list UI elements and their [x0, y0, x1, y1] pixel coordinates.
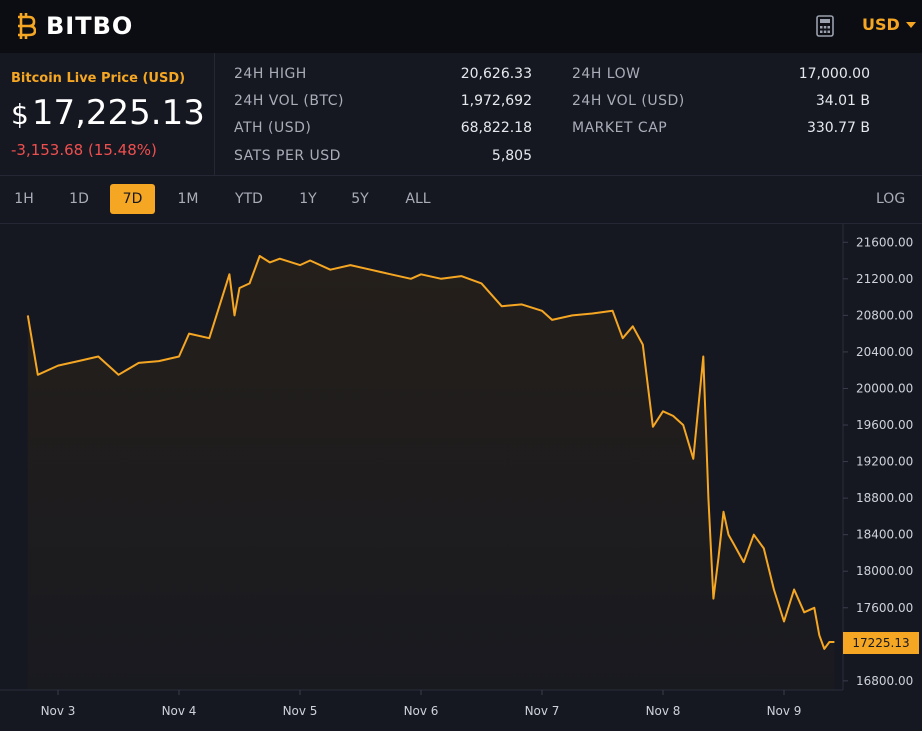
timeframe-5y[interactable]: 5Y: [351, 191, 369, 207]
y-tick-label: 20800.00: [856, 308, 913, 322]
timeframe-1m[interactable]: 1M: [177, 191, 199, 207]
price-change: -3,153.68 (15.48%): [11, 141, 157, 159]
stat-value-ath: 68,822.18: [460, 120, 532, 136]
live-price-label: Bitcoin Live Price (USD): [11, 71, 186, 86]
stat-value-24h-vol-usd: 34.01 B: [815, 93, 870, 109]
calculator-icon[interactable]: [816, 15, 834, 37]
price-area-fill: [27, 256, 835, 690]
currency-select[interactable]: USD: [862, 15, 916, 34]
y-tick-label: 18400.00: [856, 528, 913, 542]
stat-label-24h-high: 24H HIGH: [234, 66, 307, 82]
y-tick-label: 18000.00: [856, 564, 913, 578]
timeframe-1d[interactable]: 1D: [69, 191, 89, 207]
live-price-block: Bitcoin Live Price (USD) $ 17,225.13 -3,…: [0, 53, 215, 176]
bitbo-logo-icon: [18, 13, 36, 39]
stat-value-sats: 5,805: [491, 148, 532, 164]
stat-label-24h-vol-usd: 24H VOL (USD): [572, 93, 685, 109]
stat-value-market-cap: 330.77 B: [806, 120, 870, 136]
current-price-tag: 17225.13: [843, 632, 919, 654]
price-chart-svg[interactable]: 21600.00 21200.00 20800.00 20400.00 20000.00…: [0, 224, 922, 731]
x-tick-label: Nov 8: [646, 704, 681, 718]
timeframe-bar: 1H 1D 7D 1M YTD 1Y 5Y ALL LOG: [0, 176, 922, 224]
price-chart[interactable]: 21600.00 21200.00 20800.00 20400.00 20000.00…: [0, 224, 922, 731]
stat-value-24h-low: 17,000.00: [798, 66, 870, 82]
x-tick-label: Nov 9: [767, 704, 802, 718]
timeframe-7d[interactable]: 7D: [110, 184, 155, 214]
stat-label-ath: ATH (USD): [234, 120, 312, 136]
stat-label-sats: SATS PER USD: [234, 148, 341, 164]
x-tick-label: Nov 5: [283, 704, 318, 718]
x-tick-label: Nov 4: [162, 704, 197, 718]
top-bar: BITBO USD: [0, 0, 922, 53]
live-price-value: 17,225.13: [31, 93, 205, 133]
y-tick-label: 20000.00: [856, 381, 913, 395]
stat-value-24h-high: 20,626.33: [460, 66, 532, 82]
currency-label: USD: [862, 15, 900, 34]
currency-symbol: $: [11, 98, 29, 131]
stat-label-24h-low: 24H LOW: [572, 66, 641, 82]
stat-label-market-cap: MARKET CAP: [572, 120, 668, 136]
y-tick-label: 21600.00: [856, 235, 913, 249]
log-scale-toggle[interactable]: LOG: [876, 191, 906, 207]
y-tick-label: 16800.00: [856, 674, 913, 688]
y-tick-label: 21200.00: [856, 272, 913, 286]
timeframe-1y[interactable]: 1Y: [299, 191, 317, 207]
y-tick-label: 19200.00: [856, 455, 913, 469]
price-series-line: [26, 255, 835, 650]
timeframe-1h[interactable]: 1H: [14, 191, 34, 207]
timeframe-ytd[interactable]: YTD: [235, 191, 263, 207]
stat-value-24h-vol-btc: 1,972,692: [460, 93, 532, 109]
y-tick-label: 19600.00: [856, 418, 913, 432]
timeframe-all[interactable]: ALL: [405, 191, 431, 207]
x-tick-label: Nov 6: [404, 704, 439, 718]
logo[interactable]: BITBO: [14, 11, 133, 41]
stat-label-24h-vol-btc: 24H VOL (BTC): [234, 93, 344, 109]
x-tick-label: Nov 3: [41, 704, 76, 718]
x-tick-label: Nov 7: [525, 704, 560, 718]
y-tick-label: 20400.00: [856, 345, 913, 359]
y-tick-label: 17600.00: [856, 601, 913, 615]
brand-name: BITBO: [46, 12, 134, 40]
live-price: $ 17,225.13: [11, 93, 205, 133]
chevron-down-icon: [905, 21, 916, 28]
price-header: Bitcoin Live Price (USD) $ 17,225.13 -3,…: [0, 53, 922, 176]
y-tick-label: 18800.00: [856, 491, 913, 505]
